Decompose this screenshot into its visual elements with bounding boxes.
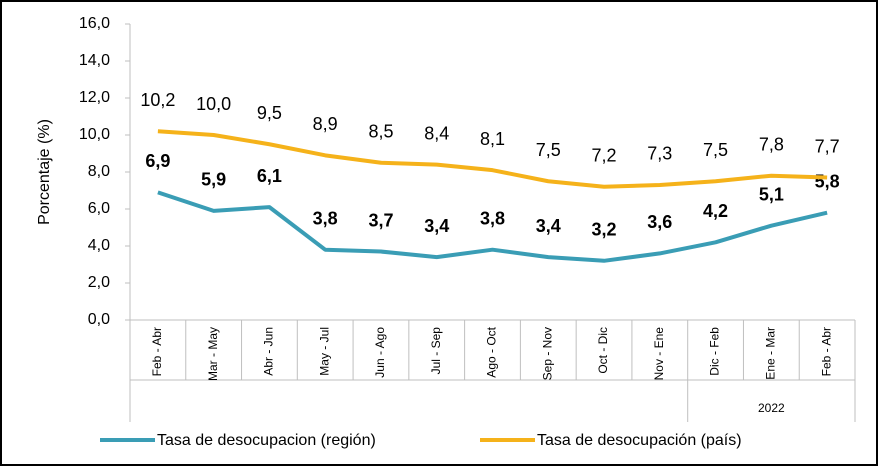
legend-label: Tasa de desocupacion (región) <box>157 432 376 449</box>
y-tick-label: 4,0 <box>88 237 110 254</box>
x-tick-label: Ene - Mar <box>764 327 778 380</box>
data-label: 5,1 <box>759 184 784 204</box>
x-tick-label: Sep - Nov <box>540 327 554 380</box>
x-tick-label: Feb - Abr <box>819 327 833 376</box>
y-tick-label: 14,0 <box>79 52 110 69</box>
x-tick-label: Abr - Jun <box>262 327 276 376</box>
data-label: 10,2 <box>140 90 175 110</box>
y-tick-label: 16,0 <box>79 15 110 32</box>
data-label: 8,5 <box>368 122 393 142</box>
data-label: 8,4 <box>424 123 449 143</box>
data-label: 4,2 <box>703 201 728 221</box>
x-tick-label: Jul - Sep <box>429 327 443 375</box>
legend-label: Tasa de desocupación (país) <box>537 432 742 449</box>
data-label: 3,8 <box>480 208 505 228</box>
series-line <box>157 190 828 263</box>
y-axis-title: Porcentaje (%) <box>36 119 53 225</box>
y-tick-label: 12,0 <box>79 89 110 106</box>
data-label: 8,9 <box>313 114 338 134</box>
x-tick-label: Jun - Ago <box>373 327 387 378</box>
data-label: 3,4 <box>424 216 449 236</box>
y-tick-label: 0,0 <box>88 311 110 328</box>
data-label: 6,9 <box>145 151 170 171</box>
data-label: 9,5 <box>257 103 282 123</box>
x-group-label: 2022 <box>758 401 785 415</box>
data-label: 3,7 <box>368 210 393 230</box>
x-tick-label: Nov - Ene <box>652 327 666 381</box>
x-tick-label: May - Jul <box>317 327 331 376</box>
x-tick-label: Dic - Feb <box>708 327 722 376</box>
y-tick-label: 8,0 <box>88 163 110 180</box>
x-tick-label: Ago - Oct <box>485 326 499 377</box>
y-tick-label: 10,0 <box>79 126 110 143</box>
data-label: 7,7 <box>815 136 840 156</box>
data-label: 8,1 <box>480 129 505 149</box>
data-label: 3,8 <box>313 208 338 228</box>
y-tick-label: 6,0 <box>88 200 110 217</box>
data-label: 7,5 <box>703 140 728 160</box>
data-label: 10,0 <box>196 94 231 114</box>
series-line <box>157 129 828 189</box>
data-label: 6,1 <box>257 166 282 186</box>
x-tick-label: Oct - Dic <box>596 327 610 374</box>
x-tick-label: Feb - Abr <box>150 327 164 376</box>
y-tick-label: 2,0 <box>88 274 110 291</box>
data-label: 5,8 <box>815 171 840 191</box>
data-label: 7,3 <box>647 144 672 164</box>
x-tick-label: Mar - May <box>206 327 220 381</box>
data-label: 7,2 <box>592 146 617 166</box>
data-label: 3,4 <box>536 216 561 236</box>
data-label: 3,2 <box>592 220 617 240</box>
data-label: 7,5 <box>536 140 561 160</box>
data-label: 7,8 <box>759 134 784 154</box>
data-label: 5,9 <box>201 170 226 190</box>
data-label: 3,6 <box>647 212 672 232</box>
